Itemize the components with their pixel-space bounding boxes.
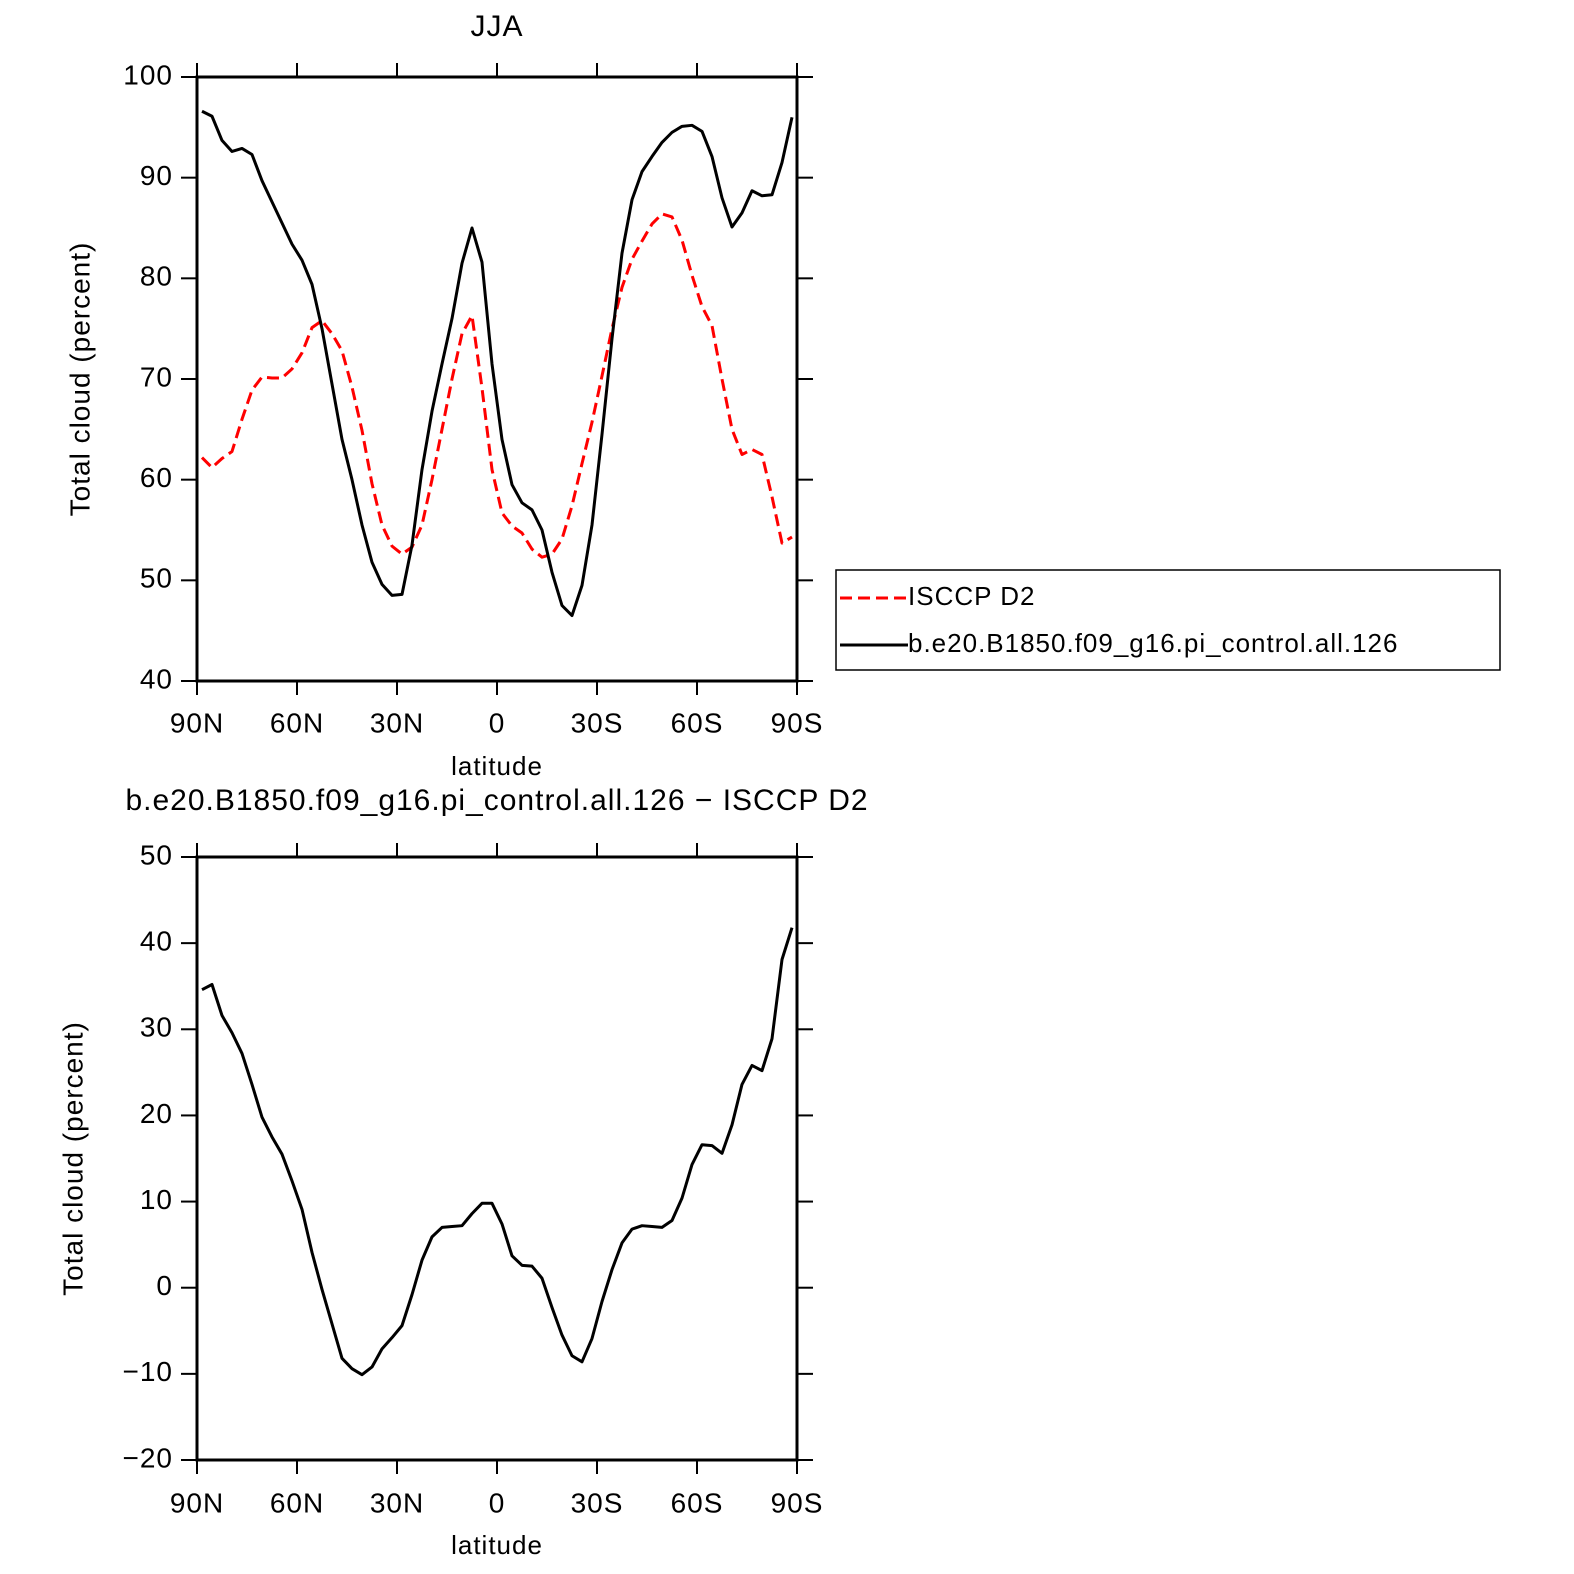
x-tick-label: 60N [270, 1487, 324, 1518]
y-tick-label: 60 [140, 462, 173, 493]
y-tick-label: 30 [140, 1012, 173, 1043]
y-tick-label: 40 [140, 663, 173, 694]
y-tick-label: 70 [140, 361, 173, 392]
x-tick-label: 30N [370, 707, 424, 738]
y-axis-label: Total cloud (percent) [57, 1021, 88, 1296]
x-tick-label: 30S [571, 707, 624, 738]
y-tick-label: 50 [140, 839, 173, 870]
x-tick-label: 0 [489, 1487, 506, 1518]
legend-box [835, 569, 1501, 671]
x-axis-label: latitude [451, 1530, 543, 1560]
x-tick-label: 60S [671, 1487, 724, 1518]
plot-frame [195, 855, 799, 1462]
chart-title: b.e20.B1850.f09_g16.pi_control.all.126 −… [125, 784, 868, 817]
y-tick-label: 90 [140, 160, 173, 191]
y-tick-label: 10 [140, 1184, 173, 1215]
x-tick-label: 0 [489, 707, 506, 738]
x-tick-label: 30N [370, 1487, 424, 1518]
x-tick-label: 30S [571, 1487, 624, 1518]
y-tick-label: −20 [123, 1442, 174, 1473]
y-tick-label: −10 [123, 1356, 174, 1387]
x-tick-label: 90S [771, 1487, 824, 1518]
x-tick-label: 60N [270, 707, 324, 738]
data-line [200, 212, 793, 559]
chart-title: JJA [470, 10, 523, 43]
x-tick-label: 90N [170, 707, 224, 738]
data-line [201, 927, 794, 1377]
data-line [201, 109, 794, 618]
y-tick-label: 0 [156, 1270, 173, 1301]
plot-frame [195, 75, 799, 683]
x-tick-label: 90S [771, 707, 824, 738]
y-tick-label: 50 [140, 563, 173, 594]
x-tick-label: 90N [170, 1487, 224, 1518]
y-tick-label: 40 [140, 926, 173, 957]
x-axis-label: latitude [451, 751, 543, 781]
x-tick-label: 60S [671, 707, 724, 738]
y-tick-label: 80 [140, 261, 173, 292]
legend-label: ISCCP D2 [908, 581, 1035, 611]
y-axis-label: Total cloud (percent) [64, 242, 95, 517]
y-tick-label: 100 [123, 59, 173, 90]
legend-label: b.e20.B1850.f09_g16.pi_control.all.126 [908, 628, 1398, 658]
y-tick-label: 20 [140, 1098, 173, 1129]
